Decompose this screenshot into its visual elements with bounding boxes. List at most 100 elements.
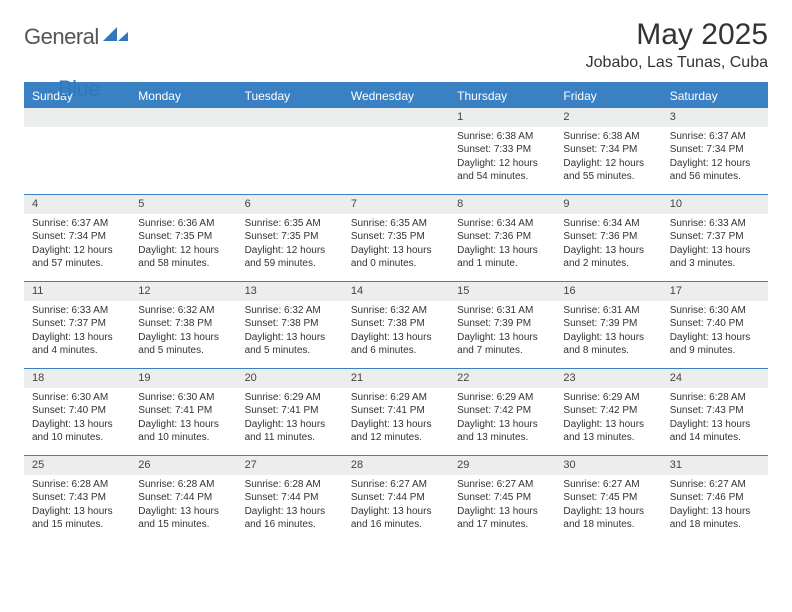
sunset-line: Sunset: 7:37 PM xyxy=(670,230,762,244)
weekday-header: Tuesday xyxy=(237,84,343,108)
sunset-line: Sunset: 7:44 PM xyxy=(245,491,337,505)
day-cell: 30Sunrise: 6:27 AMSunset: 7:45 PMDayligh… xyxy=(555,456,661,542)
sunrise-line: Sunrise: 6:34 AM xyxy=(563,217,655,231)
day-cell: 20Sunrise: 6:29 AMSunset: 7:41 PMDayligh… xyxy=(237,369,343,455)
daylight-line: Daylight: 13 hours and 15 minutes. xyxy=(138,505,230,532)
day-cell xyxy=(24,108,130,194)
daylight-line: Daylight: 13 hours and 8 minutes. xyxy=(563,331,655,358)
daylight-line: Daylight: 13 hours and 15 minutes. xyxy=(32,505,124,532)
sunrise-line: Sunrise: 6:36 AM xyxy=(138,217,230,231)
daylight-line: Daylight: 13 hours and 18 minutes. xyxy=(670,505,762,532)
day-details: Sunrise: 6:37 AMSunset: 7:34 PMDaylight:… xyxy=(24,214,130,274)
sunrise-line: Sunrise: 6:27 AM xyxy=(563,478,655,492)
day-cell: 24Sunrise: 6:28 AMSunset: 7:43 PMDayligh… xyxy=(662,369,768,455)
calendar-grid: Sunday Monday Tuesday Wednesday Thursday… xyxy=(24,84,768,542)
day-cell: 18Sunrise: 6:30 AMSunset: 7:40 PMDayligh… xyxy=(24,369,130,455)
daylight-line: Daylight: 13 hours and 5 minutes. xyxy=(245,331,337,358)
sunset-line: Sunset: 7:35 PM xyxy=(351,230,443,244)
day-details: Sunrise: 6:32 AMSunset: 7:38 PMDaylight:… xyxy=(343,301,449,361)
sunrise-line: Sunrise: 6:32 AM xyxy=(138,304,230,318)
daylight-line: Daylight: 13 hours and 13 minutes. xyxy=(563,418,655,445)
day-cell: 11Sunrise: 6:33 AMSunset: 7:37 PMDayligh… xyxy=(24,282,130,368)
daylight-line: Daylight: 13 hours and 1 minute. xyxy=(457,244,549,271)
sunset-line: Sunset: 7:43 PM xyxy=(32,491,124,505)
day-details: Sunrise: 6:34 AMSunset: 7:36 PMDaylight:… xyxy=(555,214,661,274)
sunset-line: Sunset: 7:39 PM xyxy=(457,317,549,331)
day-number: 27 xyxy=(237,456,343,475)
day-number: 30 xyxy=(555,456,661,475)
month-title: May 2025 xyxy=(586,18,768,52)
day-number: 12 xyxy=(130,282,236,301)
sunset-line: Sunset: 7:41 PM xyxy=(351,404,443,418)
day-number: 4 xyxy=(24,195,130,214)
brand-general: General xyxy=(24,24,99,50)
weekday-header: Friday xyxy=(555,84,661,108)
day-details: Sunrise: 6:30 AMSunset: 7:41 PMDaylight:… xyxy=(130,388,236,448)
daylight-line: Daylight: 13 hours and 12 minutes. xyxy=(351,418,443,445)
day-cell: 3Sunrise: 6:37 AMSunset: 7:34 PMDaylight… xyxy=(662,108,768,194)
sunrise-line: Sunrise: 6:29 AM xyxy=(351,391,443,405)
day-number: 9 xyxy=(555,195,661,214)
day-number: 1 xyxy=(449,108,555,127)
day-number: 29 xyxy=(449,456,555,475)
daylight-line: Daylight: 13 hours and 11 minutes. xyxy=(245,418,337,445)
daylight-line: Daylight: 13 hours and 9 minutes. xyxy=(670,331,762,358)
sunrise-line: Sunrise: 6:27 AM xyxy=(670,478,762,492)
day-number: 2 xyxy=(555,108,661,127)
day-number: 14 xyxy=(343,282,449,301)
day-cell: 9Sunrise: 6:34 AMSunset: 7:36 PMDaylight… xyxy=(555,195,661,281)
day-number xyxy=(130,108,236,127)
day-cell: 6Sunrise: 6:35 AMSunset: 7:35 PMDaylight… xyxy=(237,195,343,281)
brand-logo: General xyxy=(24,24,131,50)
weekday-header: Monday xyxy=(130,84,236,108)
day-details: Sunrise: 6:29 AMSunset: 7:42 PMDaylight:… xyxy=(555,388,661,448)
day-cell: 22Sunrise: 6:29 AMSunset: 7:42 PMDayligh… xyxy=(449,369,555,455)
sunset-line: Sunset: 7:44 PM xyxy=(138,491,230,505)
day-number: 15 xyxy=(449,282,555,301)
sunset-line: Sunset: 7:38 PM xyxy=(138,317,230,331)
sunrise-line: Sunrise: 6:30 AM xyxy=(32,391,124,405)
day-number: 25 xyxy=(24,456,130,475)
day-details: Sunrise: 6:27 AMSunset: 7:44 PMDaylight:… xyxy=(343,475,449,535)
sunset-line: Sunset: 7:40 PM xyxy=(32,404,124,418)
day-details: Sunrise: 6:35 AMSunset: 7:35 PMDaylight:… xyxy=(343,214,449,274)
daylight-line: Daylight: 12 hours and 54 minutes. xyxy=(457,157,549,184)
day-details: Sunrise: 6:38 AMSunset: 7:33 PMDaylight:… xyxy=(449,127,555,187)
daylight-line: Daylight: 13 hours and 10 minutes. xyxy=(138,418,230,445)
day-details: Sunrise: 6:28 AMSunset: 7:43 PMDaylight:… xyxy=(24,475,130,535)
title-block: May 2025 Jobabo, Las Tunas, Cuba xyxy=(586,18,768,72)
day-number: 18 xyxy=(24,369,130,388)
sunset-line: Sunset: 7:42 PM xyxy=(457,404,549,418)
day-details: Sunrise: 6:28 AMSunset: 7:44 PMDaylight:… xyxy=(237,475,343,535)
sunset-line: Sunset: 7:46 PM xyxy=(670,491,762,505)
sunrise-line: Sunrise: 6:34 AM xyxy=(457,217,549,231)
day-details: Sunrise: 6:32 AMSunset: 7:38 PMDaylight:… xyxy=(237,301,343,361)
sunrise-line: Sunrise: 6:28 AM xyxy=(670,391,762,405)
weeks-container: 1Sunrise: 6:38 AMSunset: 7:33 PMDaylight… xyxy=(24,108,768,542)
sunset-line: Sunset: 7:35 PM xyxy=(138,230,230,244)
brand-mark-icon xyxy=(103,25,129,50)
day-cell: 16Sunrise: 6:31 AMSunset: 7:39 PMDayligh… xyxy=(555,282,661,368)
daylight-line: Daylight: 13 hours and 4 minutes. xyxy=(32,331,124,358)
daylight-line: Daylight: 13 hours and 16 minutes. xyxy=(245,505,337,532)
day-number xyxy=(237,108,343,127)
daylight-line: Daylight: 12 hours and 55 minutes. xyxy=(563,157,655,184)
day-details: Sunrise: 6:38 AMSunset: 7:34 PMDaylight:… xyxy=(555,127,661,187)
day-number: 7 xyxy=(343,195,449,214)
daylight-line: Daylight: 13 hours and 16 minutes. xyxy=(351,505,443,532)
weekday-header-row: Sunday Monday Tuesday Wednesday Thursday… xyxy=(24,84,768,108)
day-details: Sunrise: 6:33 AMSunset: 7:37 PMDaylight:… xyxy=(662,214,768,274)
day-cell: 26Sunrise: 6:28 AMSunset: 7:44 PMDayligh… xyxy=(130,456,236,542)
daylight-line: Daylight: 12 hours and 58 minutes. xyxy=(138,244,230,271)
day-number: 10 xyxy=(662,195,768,214)
daylight-line: Daylight: 13 hours and 14 minutes. xyxy=(670,418,762,445)
sunset-line: Sunset: 7:34 PM xyxy=(563,143,655,157)
day-details: Sunrise: 6:30 AMSunset: 7:40 PMDaylight:… xyxy=(24,388,130,448)
week-row: 18Sunrise: 6:30 AMSunset: 7:40 PMDayligh… xyxy=(24,368,768,455)
day-cell: 5Sunrise: 6:36 AMSunset: 7:35 PMDaylight… xyxy=(130,195,236,281)
sunrise-line: Sunrise: 6:31 AM xyxy=(563,304,655,318)
day-number xyxy=(24,108,130,127)
day-cell: 28Sunrise: 6:27 AMSunset: 7:44 PMDayligh… xyxy=(343,456,449,542)
sunrise-line: Sunrise: 6:37 AM xyxy=(32,217,124,231)
weekday-header: Thursday xyxy=(449,84,555,108)
